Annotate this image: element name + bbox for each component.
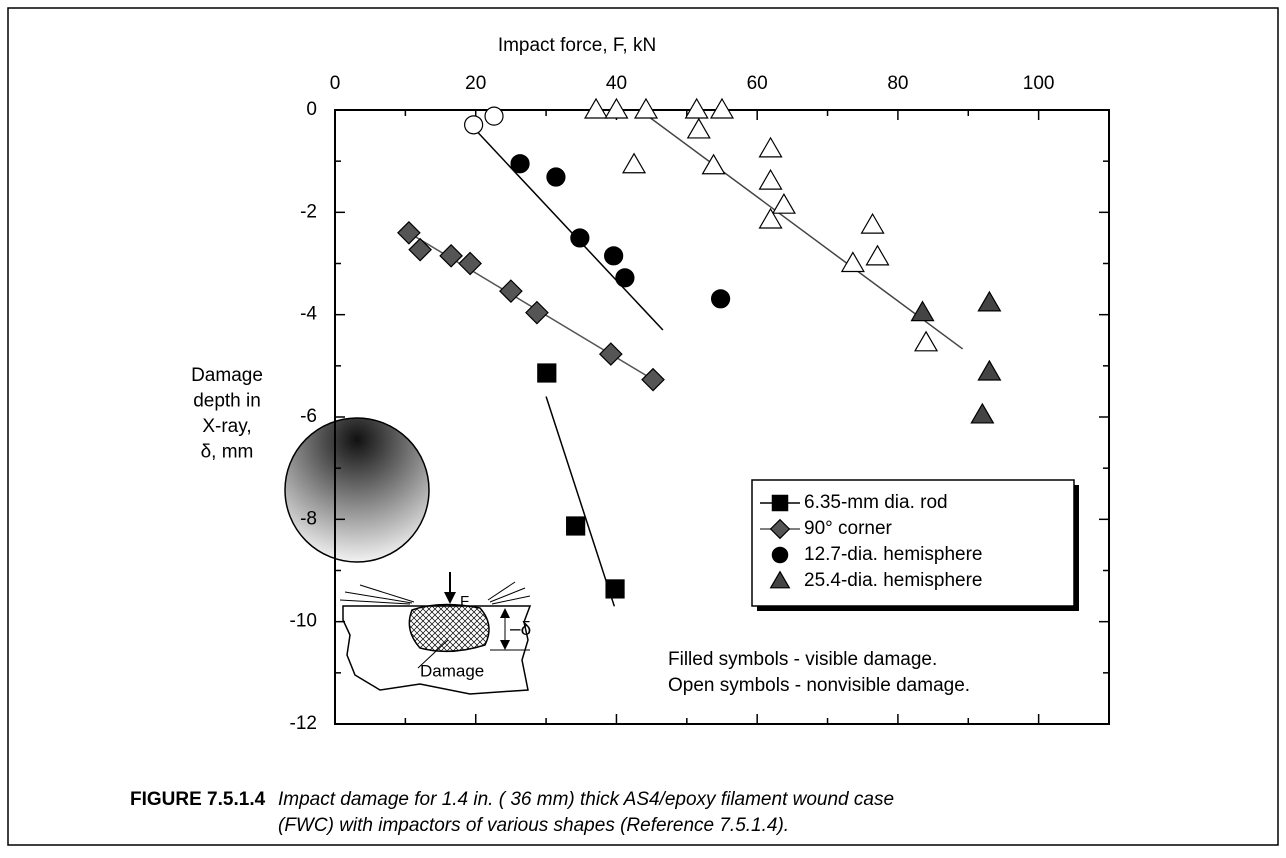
x-tick-label: 0 bbox=[330, 73, 341, 94]
marker-triangle bbox=[910, 300, 935, 322]
marker-circle bbox=[615, 268, 635, 288]
x-axis-title: Impact force, F, kN bbox=[498, 35, 656, 56]
marker-triangle bbox=[914, 330, 939, 352]
damage-leader bbox=[417, 639, 449, 669]
y-axis-title: δ, mm bbox=[201, 442, 254, 463]
annotation: Filled symbols - visible damage. bbox=[668, 649, 937, 670]
x-tick-label: 80 bbox=[887, 73, 908, 94]
legend bbox=[751, 479, 1075, 607]
marker-circle bbox=[771, 546, 789, 564]
marker-triangle bbox=[977, 359, 1002, 381]
marker-triangle bbox=[684, 97, 709, 119]
marker-triangle bbox=[840, 251, 865, 273]
marker-triangle bbox=[758, 207, 783, 229]
marker-circle bbox=[484, 106, 504, 126]
marker-triangle bbox=[686, 117, 711, 139]
caption-label: FIGURE 7.5.1.4 bbox=[130, 789, 266, 810]
damage-label: Damage bbox=[420, 661, 484, 680]
y-axis-title: depth in bbox=[193, 391, 261, 412]
marker-triangle bbox=[584, 97, 609, 119]
marker-triangle bbox=[865, 244, 890, 266]
x-tick-label: 40 bbox=[606, 73, 627, 94]
marker-triangle bbox=[758, 168, 783, 190]
y-tick-label: -10 bbox=[290, 611, 317, 632]
marker-square bbox=[537, 363, 557, 383]
x-tick-label: 60 bbox=[747, 73, 768, 94]
force-arrowhead bbox=[444, 592, 456, 604]
marker-diamond bbox=[458, 251, 482, 276]
marker-triangle bbox=[977, 290, 1002, 312]
legend-label: 12.7-dia. hemisphere bbox=[804, 544, 983, 565]
marker-diamond bbox=[499, 279, 523, 303]
depth-arrowheads bbox=[500, 608, 510, 650]
y-tick-label: -12 bbox=[290, 713, 317, 734]
marker-diamond bbox=[439, 243, 463, 268]
caption-line: Impact damage for 1.4 in. ( 36 mm) thick… bbox=[278, 789, 894, 810]
y-tick-label: -2 bbox=[300, 201, 317, 222]
marker-diamond bbox=[397, 220, 421, 245]
marker-square bbox=[605, 579, 625, 599]
impactor bbox=[284, 417, 430, 563]
marker-triangle bbox=[709, 97, 735, 119]
marker-triangle bbox=[970, 402, 995, 424]
marker-circle bbox=[604, 246, 624, 266]
trend-line bbox=[545, 396, 616, 607]
frame bbox=[7, 7, 1279, 846]
y-tick-label: -6 bbox=[300, 406, 317, 427]
marker-diamond bbox=[641, 367, 665, 392]
x-tick-label: 20 bbox=[465, 73, 486, 94]
marker-diamond bbox=[525, 300, 549, 325]
marker-triangle bbox=[771, 192, 796, 214]
x-tick-label: 100 bbox=[1023, 73, 1055, 94]
marker-triangle bbox=[860, 212, 885, 234]
y-tick-label: 0 bbox=[306, 99, 317, 120]
marker-circle bbox=[710, 289, 731, 309]
marker-circle bbox=[464, 115, 484, 135]
legend-label: 6.35-mm dia. rod bbox=[804, 492, 948, 513]
marker-triangle bbox=[758, 136, 783, 158]
marker-diamond bbox=[598, 342, 623, 366]
marker-triangle bbox=[622, 152, 647, 174]
annotation: Open symbols - nonvisible damage. bbox=[668, 675, 970, 696]
damage-zone bbox=[408, 603, 490, 653]
marker-diamond bbox=[769, 518, 791, 540]
marker-triangle bbox=[633, 97, 659, 119]
inset-figure: F –δ Damage bbox=[284, 417, 531, 695]
y-axis-title: X-ray, bbox=[202, 416, 251, 437]
marker-circle bbox=[510, 154, 530, 174]
y-tick-label: -4 bbox=[300, 304, 317, 325]
marker-circle bbox=[546, 167, 566, 187]
caption-line: (FWC) with impactors of various shapes (… bbox=[278, 815, 789, 836]
depth-label: –δ bbox=[510, 619, 531, 640]
marker-triangle bbox=[604, 97, 629, 119]
marker-triangle bbox=[769, 570, 791, 589]
marker-diamond bbox=[408, 237, 432, 262]
legend-label: 25.4-dia. hemisphere bbox=[804, 570, 983, 591]
marker-circle bbox=[570, 228, 590, 248]
force-label: F bbox=[460, 593, 469, 610]
trend-line bbox=[473, 127, 664, 331]
marker-square bbox=[566, 516, 586, 536]
marker-triangle bbox=[701, 153, 726, 175]
trend-line bbox=[639, 109, 964, 350]
cracks bbox=[339, 581, 531, 605]
y-axis-title: Damage bbox=[191, 365, 263, 386]
marker-square bbox=[771, 494, 789, 512]
legend-label: 90° corner bbox=[804, 518, 893, 539]
y-tick-label: -8 bbox=[300, 508, 317, 529]
